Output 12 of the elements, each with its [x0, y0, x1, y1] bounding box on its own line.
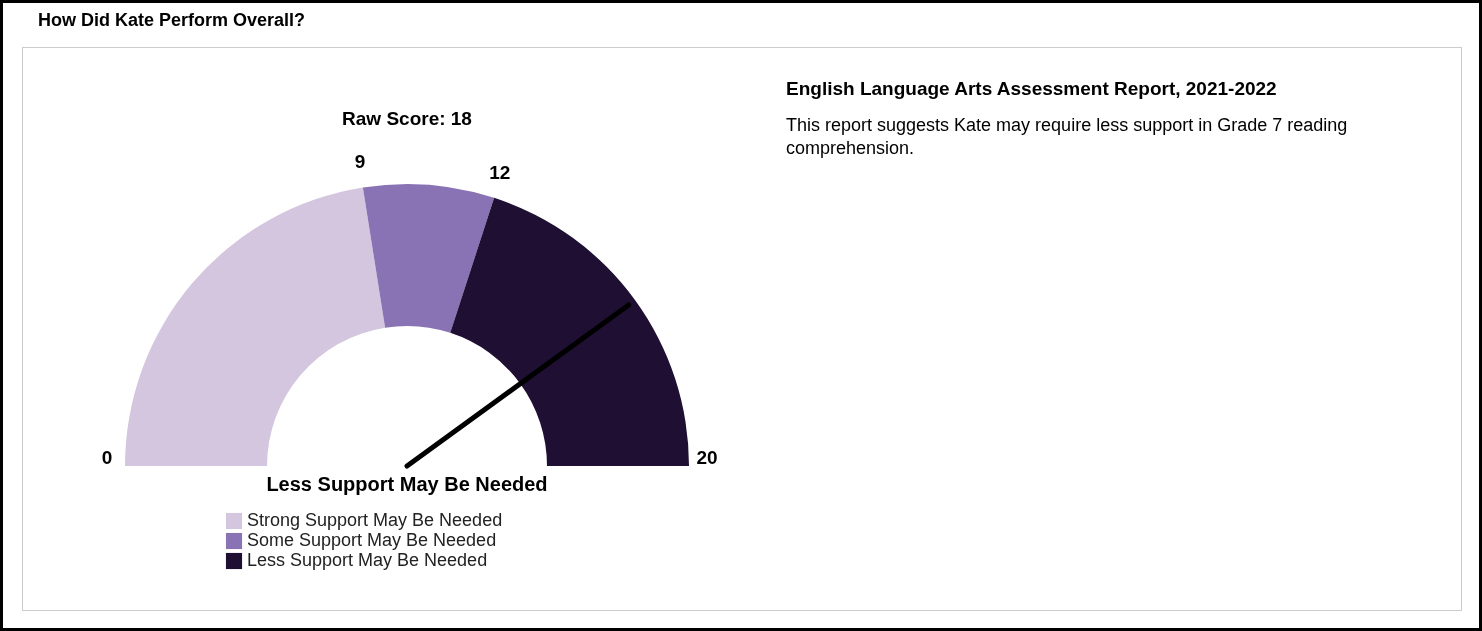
chart-title: How Did Kate Perform Overall? — [38, 10, 306, 30]
text: 12 — [489, 161, 511, 183]
text: Less Support May Be Needed — [266, 473, 548, 495]
legend-label: Less Support May Be Needed — [247, 550, 488, 570]
text: 20 — [696, 447, 718, 468]
text: 0 — [101, 447, 113, 468]
text: English Language Arts Assessment Report, 2021-2022 — [786, 78, 1278, 100]
chart-subtitle: Raw Score: 18 — [342, 108, 472, 129]
legend-label: Some Support May Be Needed — [247, 530, 497, 550]
text: 9 — [354, 150, 366, 172]
text: This report suggests Kate may require less support in Grade 7 reading comprehension. — [786, 114, 1349, 160]
legend-label: Strong Support May Be Needed — [247, 510, 503, 530]
